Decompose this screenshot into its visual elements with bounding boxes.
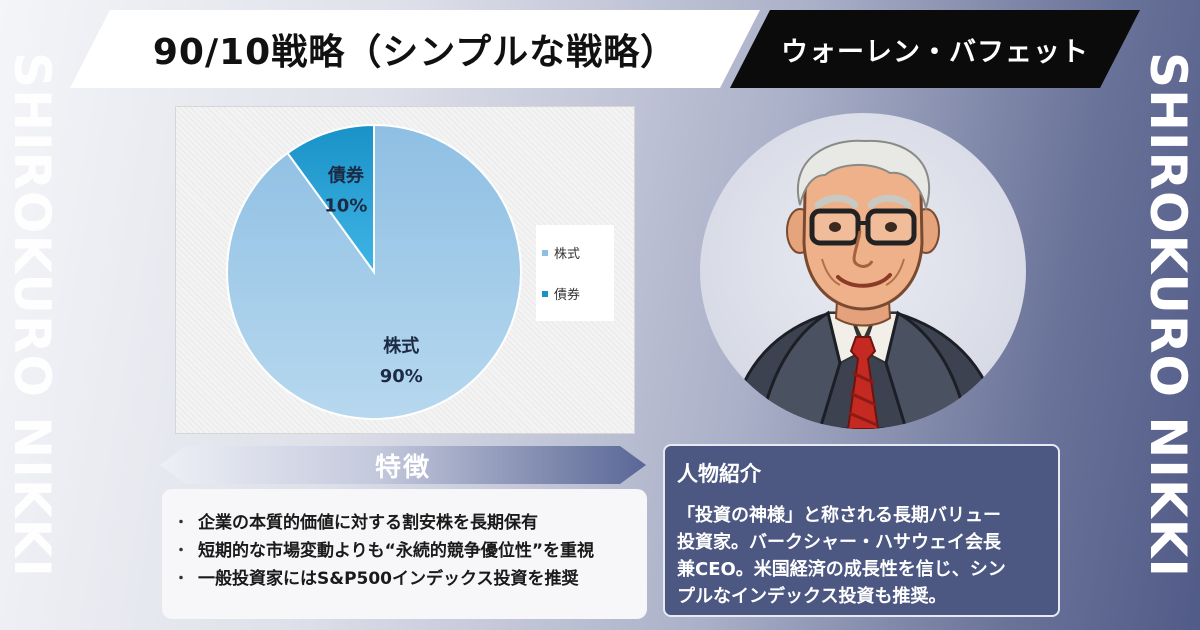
bio-heading: 人物紹介 <box>677 462 761 486</box>
legend-label-stocks: 株式 <box>554 247 581 262</box>
features-heading: 特徴 <box>374 452 431 483</box>
person-name-banner: ウォーレン・バフェット <box>730 10 1140 88</box>
features-heading-banner: 特徴 <box>160 446 646 484</box>
side-brand-right-text: SHIROKURO NIKKI <box>1139 52 1198 578</box>
bio-line: 兼CEO。米国経済の成長性を信じ、シン <box>677 559 1006 580</box>
bio-line: 投資家。バークシャー・ハサウェイ会長 <box>677 532 1001 553</box>
side-brand-left: SHIROKURO NIKKI <box>2 0 62 630</box>
chart-legend: 株式 債券 <box>536 225 614 321</box>
bio-line: プルなインデックス投資も推奨。 <box>677 586 947 607</box>
bullet: ・ <box>174 571 188 587</box>
data-label-value-stocks: 90% <box>380 366 423 387</box>
feature-item: ・短期的な市場変動よりも“永続的競争優位性”を重視 <box>174 537 635 565</box>
feature-text: 一般投資家にはS&P500インデックス投資を推奨 <box>198 569 579 589</box>
title-banner: 90/10戦略（シンプルな戦略） <box>70 10 760 88</box>
bullet: ・ <box>174 515 188 531</box>
data-label-value-bonds: 10% <box>324 195 367 216</box>
features-list: ・企業の本質的価値に対する割安株を長期保有 ・短期的な市場変動よりも“永続的競争… <box>174 509 635 593</box>
bio-body: 「投資の神様」と称される長期バリュー 投資家。バークシャー・ハサウェイ会長 兼C… <box>677 502 1046 610</box>
feature-item: ・企業の本質的価値に対する割安株を長期保有 <box>174 509 635 537</box>
legend-item-bonds: 債券 <box>542 284 614 303</box>
warren-buffett-portrait <box>728 139 1002 429</box>
pie-chart-svg: 株式 90% 債券 10% <box>226 123 522 420</box>
person-name: ウォーレン・バフェット <box>781 36 1089 68</box>
pie-slice-bonds <box>286 123 375 276</box>
pie-chart: 株式 90% 債券 10% 株式 債券 <box>175 106 635 434</box>
legend-label-bonds: 債券 <box>554 288 581 303</box>
side-brand-left-text: SHIROKURO NIKKI <box>3 52 62 578</box>
data-label-name-bonds: 債券 <box>327 164 365 186</box>
data-label-name-stocks: 株式 <box>383 335 419 357</box>
portrait-circle <box>700 113 1026 429</box>
features-box: ・企業の本質的価値に対する割安株を長期保有 ・短期的な市場変動よりも“永続的競争… <box>162 489 647 619</box>
legend-swatch-bonds <box>542 290 548 297</box>
bullet: ・ <box>174 543 188 559</box>
bio-line: 「投資の神様」と称される長期バリュー <box>677 505 1001 526</box>
feature-item: ・一般投資家にはS&P500インデックス投資を推奨 <box>174 565 635 593</box>
feature-text: 企業の本質的価値に対する割安株を長期保有 <box>198 513 538 533</box>
side-brand-right: SHIROKURO NIKKI <box>1138 0 1198 630</box>
page-title: 90/10戦略（シンプルな戦略） <box>152 32 678 73</box>
bio-box: 人物紹介 「投資の神様」と称される長期バリュー 投資家。バークシャー・ハサウェイ… <box>663 444 1060 617</box>
legend-item-stocks: 株式 <box>542 243 614 262</box>
feature-text: 短期的な市場変動よりも“永続的競争優位性”を重視 <box>198 541 595 561</box>
legend-swatch-stocks <box>542 249 548 256</box>
